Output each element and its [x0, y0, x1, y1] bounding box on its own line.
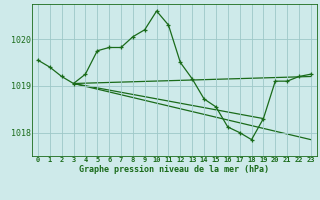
X-axis label: Graphe pression niveau de la mer (hPa): Graphe pression niveau de la mer (hPa)	[79, 165, 269, 174]
